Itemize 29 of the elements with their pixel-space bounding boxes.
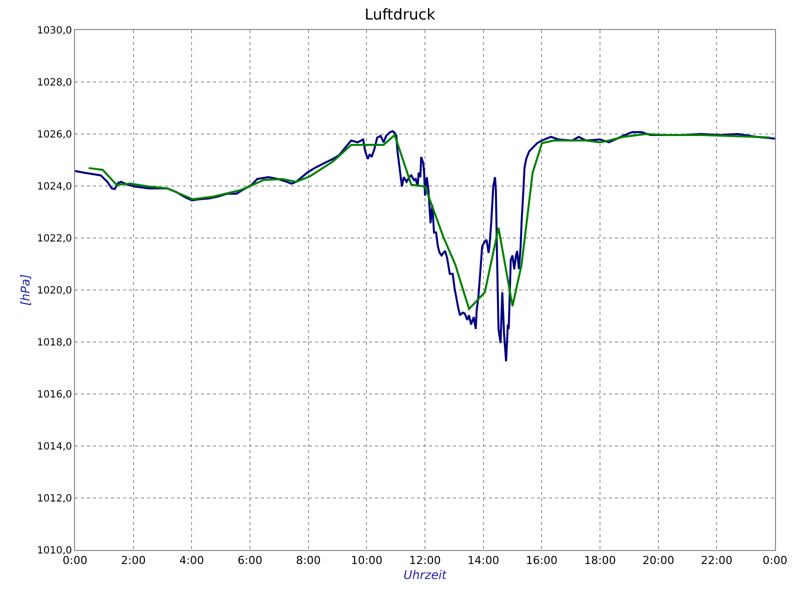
y-tick-label: 1020,0: [37, 286, 72, 296]
y-tick-label: 1022,0: [37, 234, 72, 244]
x-tick-label: 6:00: [238, 554, 262, 568]
x-tick-label: 4:00: [179, 554, 204, 568]
y-axis-title: [hPa]: [18, 274, 32, 306]
y-tick-label: 1010,0: [37, 546, 72, 556]
y-tick-label: 1012,0: [37, 494, 72, 504]
x-tick-label: 20:00: [642, 554, 674, 568]
x-tick-label: 8:00: [296, 554, 321, 568]
x-tick-label: 10:00: [350, 554, 383, 568]
y-tick-label: 1028,0: [37, 78, 72, 88]
x-tick-label: 0:00: [62, 554, 88, 568]
x-tick-label: 18:00: [584, 554, 616, 568]
line-series: [88, 133, 772, 310]
chart-title: Luftdruck: [364, 6, 436, 24]
y-tick-label: 1030,0: [37, 26, 72, 36]
y-tick-label: 1026,0: [37, 130, 72, 140]
y-tick-label: 1018,0: [37, 338, 72, 348]
x-tick-label: 22:00: [700, 554, 733, 568]
x-axis-title: Uhrzeit: [403, 568, 448, 582]
line-series: [75, 130, 775, 362]
y-tick-label: 1024,0: [37, 182, 72, 192]
y-tick-label: 1016,0: [37, 390, 72, 400]
x-tick-label: 2:00: [120, 554, 146, 568]
x-tick-label: 12:00: [409, 554, 441, 568]
x-tick-label: 16:00: [526, 554, 558, 568]
x-tick-label: 0:00: [762, 554, 788, 568]
y-tick-label: 1014,0: [37, 442, 72, 452]
x-tick-label: 14:00: [467, 554, 500, 568]
